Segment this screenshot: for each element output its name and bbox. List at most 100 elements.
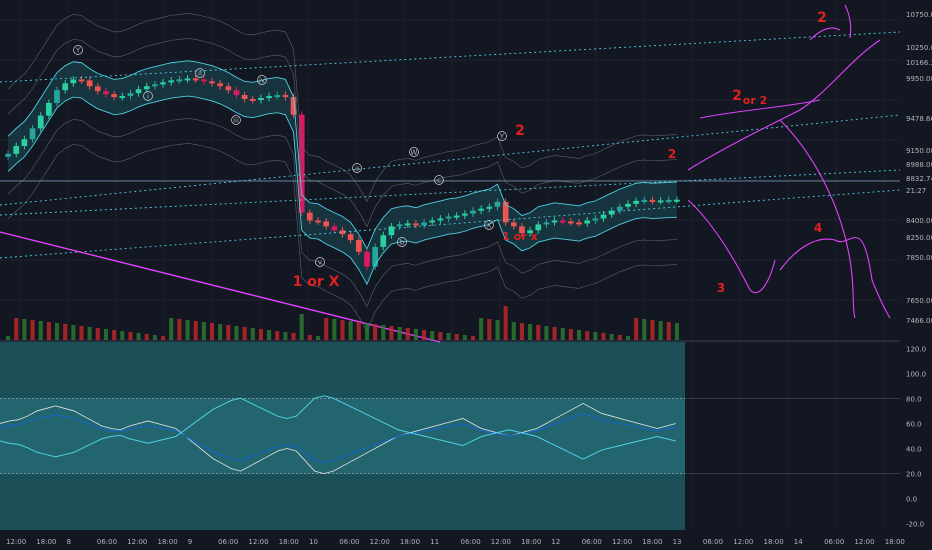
time-tick-label: 18:00	[885, 538, 905, 546]
volume-bar	[609, 334, 614, 340]
candle-body	[290, 97, 297, 115]
candle-body	[478, 208, 485, 211]
volume-bar	[601, 333, 606, 340]
candle-body	[657, 200, 664, 203]
candle-body	[111, 94, 117, 98]
volume-bar	[617, 335, 622, 340]
wave-label: iii	[233, 117, 239, 125]
candle-body	[127, 93, 134, 97]
candle-body	[298, 114, 305, 213]
candle-body	[461, 213, 468, 216]
volume-bar	[54, 323, 60, 340]
price-tick-label: 7466.00	[906, 317, 932, 325]
time-tick-label: 12:00	[127, 538, 147, 546]
candle-body	[307, 212, 313, 221]
time-tick-label: 06:00	[97, 538, 117, 546]
candle-body	[21, 139, 28, 147]
oscillator-cyan	[0, 395, 676, 460]
candle-body	[388, 226, 395, 236]
band-lower	[7, 95, 677, 286]
candle-body	[225, 86, 232, 91]
candle-body	[584, 220, 591, 224]
candle-body	[323, 221, 330, 227]
volume-bar	[568, 329, 573, 340]
volume-bar	[503, 306, 508, 340]
volume-bar	[103, 329, 108, 340]
price-tick-label: 10166.36	[906, 59, 932, 67]
time-tick-label: 12:00	[6, 538, 26, 546]
wave-label-circle	[434, 175, 444, 185]
volume-bar	[324, 318, 329, 340]
wave-label: a	[355, 165, 359, 173]
candle-body	[600, 214, 607, 219]
candle-body	[510, 222, 517, 227]
candle-body	[282, 95, 289, 98]
time-tick-label: 18:00	[764, 538, 784, 546]
outer-band-upper	[7, 38, 677, 228]
candle-body	[608, 210, 615, 215]
wave-label-circle	[484, 220, 494, 230]
freehand-stroke	[687, 199, 776, 293]
volume-bar	[642, 319, 647, 340]
volume-bar	[674, 323, 679, 340]
time-tick-label: 12:00	[612, 538, 632, 546]
volume-bar	[6, 336, 11, 340]
wave-label-circle	[352, 163, 362, 173]
volume-bar	[470, 336, 476, 340]
wave-label: X	[487, 222, 492, 230]
osc-tick-label: 0.0	[906, 496, 917, 504]
candle-body	[217, 83, 224, 87]
wave-label: Y	[75, 47, 81, 55]
time-tick-label: 12:00	[370, 538, 390, 546]
freehand-stroke	[809, 27, 841, 41]
candle-body	[13, 146, 20, 154]
candle-body	[94, 86, 101, 92]
candle-body	[192, 78, 199, 81]
candle-body	[135, 89, 142, 94]
volume-bar	[152, 335, 157, 340]
time-tick-label: 18:00	[642, 538, 662, 546]
volume-bar	[397, 327, 402, 340]
candle-body	[241, 95, 248, 99]
candle-body	[625, 203, 631, 207]
candle-body	[29, 128, 36, 140]
candle-body	[62, 83, 69, 91]
time-tick-label: 10	[309, 538, 318, 546]
candle-body	[233, 90, 240, 96]
volume-bar	[226, 325, 231, 340]
wave-label-circle	[397, 237, 407, 247]
candle-body	[665, 199, 672, 202]
volume-bar	[593, 332, 598, 340]
volume-bar	[381, 325, 386, 340]
osc-tick-label: 40.0	[906, 446, 922, 454]
candle-body	[649, 199, 656, 202]
freehand-stroke	[699, 99, 821, 119]
candle-body	[266, 96, 272, 99]
candle-body	[86, 80, 93, 87]
candle-body	[453, 215, 460, 218]
trend-line	[0, 114, 901, 206]
volume-bar	[234, 326, 239, 340]
wave-label-circle	[257, 75, 267, 85]
time-tick-label: 06:00	[582, 538, 602, 546]
candle-body	[70, 79, 77, 84]
volume-bar	[161, 336, 166, 340]
candle-body	[46, 102, 52, 116]
candle-body	[5, 153, 11, 157]
volume-bar	[364, 323, 370, 340]
candle-body	[37, 115, 44, 129]
volume-bar	[544, 326, 549, 340]
time-tick-label: 9	[188, 538, 192, 546]
candle-body	[633, 200, 639, 204]
handwritten-label: 2	[817, 10, 827, 26]
candle-body	[674, 199, 680, 202]
candle-body	[404, 223, 411, 226]
candle-body	[559, 220, 566, 223]
volume-bar	[120, 331, 125, 340]
volume-bar	[136, 333, 141, 340]
volume-bar	[585, 331, 590, 340]
volume-bar	[30, 320, 35, 340]
oscillator-blue	[0, 412, 676, 463]
volume-bar	[242, 327, 247, 340]
